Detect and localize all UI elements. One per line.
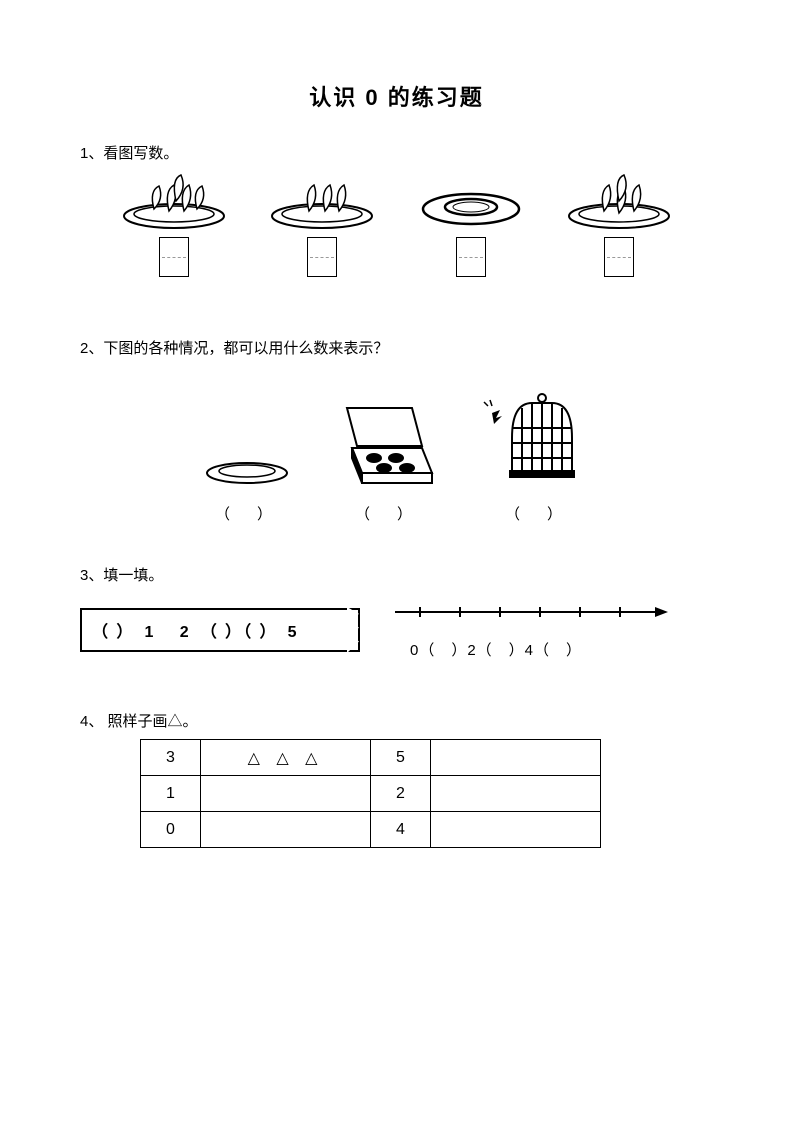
q3-prompt: 3、填一填。 — [80, 564, 713, 585]
q4-prompt: 4、 照样子画△。 — [80, 710, 713, 731]
q2-item: （ ） — [482, 388, 592, 524]
answer-box[interactable] — [456, 237, 486, 277]
number-line-labels[interactable]: 0（ ）2（ ）4（ ） — [390, 639, 713, 660]
empty-dish-icon — [202, 438, 292, 488]
triangle-table: 3 △ △ △ 5 1 2 0 4 — [140, 739, 601, 848]
paren-blank[interactable]: （ ） — [202, 503, 292, 524]
q2-prompt: 2、下图的各种情况，都可以用什么数来表示？ — [80, 337, 713, 358]
cell-triangles[interactable] — [201, 812, 371, 848]
q1-prompt: 1、看图写数。 — [80, 142, 713, 163]
q1-plate-row — [80, 171, 713, 277]
cell-num: 4 — [371, 812, 431, 848]
q3-row: （ ） 1 2 （ ）（ ） 5 0（ ）2（ ）4（ ） — [80, 600, 713, 660]
plate-item — [119, 171, 229, 277]
cell-num: 3 — [141, 740, 201, 776]
plate-item — [267, 171, 377, 277]
number-line-icon — [390, 600, 670, 630]
cell-triangles: △ △ △ — [201, 740, 371, 776]
plate-item — [416, 171, 526, 277]
answer-box[interactable] — [159, 237, 189, 277]
plate-4-icon — [564, 171, 674, 231]
number-line: 0（ ）2（ ）4（ ） — [390, 600, 713, 660]
answer-box[interactable] — [604, 237, 634, 277]
plate-5-icon — [119, 171, 229, 231]
birdcage-icon — [482, 388, 592, 488]
cell-num: 1 — [141, 776, 201, 812]
cell-num: 5 — [371, 740, 431, 776]
cell-triangles[interactable] — [431, 740, 601, 776]
cell-triangles[interactable] — [431, 812, 601, 848]
paren-blank[interactable]: （ ） — [482, 503, 592, 524]
page-title: 认识 0 的练习题 — [80, 80, 713, 112]
plate-3-icon — [267, 171, 377, 231]
cell-triangles[interactable] — [201, 776, 371, 812]
table-row: 1 2 — [141, 776, 601, 812]
q2-item: （ ） — [332, 398, 442, 524]
answer-box[interactable] — [307, 237, 337, 277]
ruler-sequence[interactable]: （ ） 1 2 （ ）（ ） 5 — [80, 608, 360, 652]
q2-item: （ ） — [202, 438, 292, 524]
plate-empty-icon — [416, 171, 526, 231]
box-icon — [332, 398, 442, 488]
table-row: 3 △ △ △ 5 — [141, 740, 601, 776]
cell-num: 0 — [141, 812, 201, 848]
cell-triangles[interactable] — [431, 776, 601, 812]
paren-blank[interactable]: （ ） — [332, 503, 442, 524]
plate-item — [564, 171, 674, 277]
q2-row: （ ） （ ） — [80, 388, 713, 524]
cell-num: 2 — [371, 776, 431, 812]
table-row: 0 4 — [141, 812, 601, 848]
